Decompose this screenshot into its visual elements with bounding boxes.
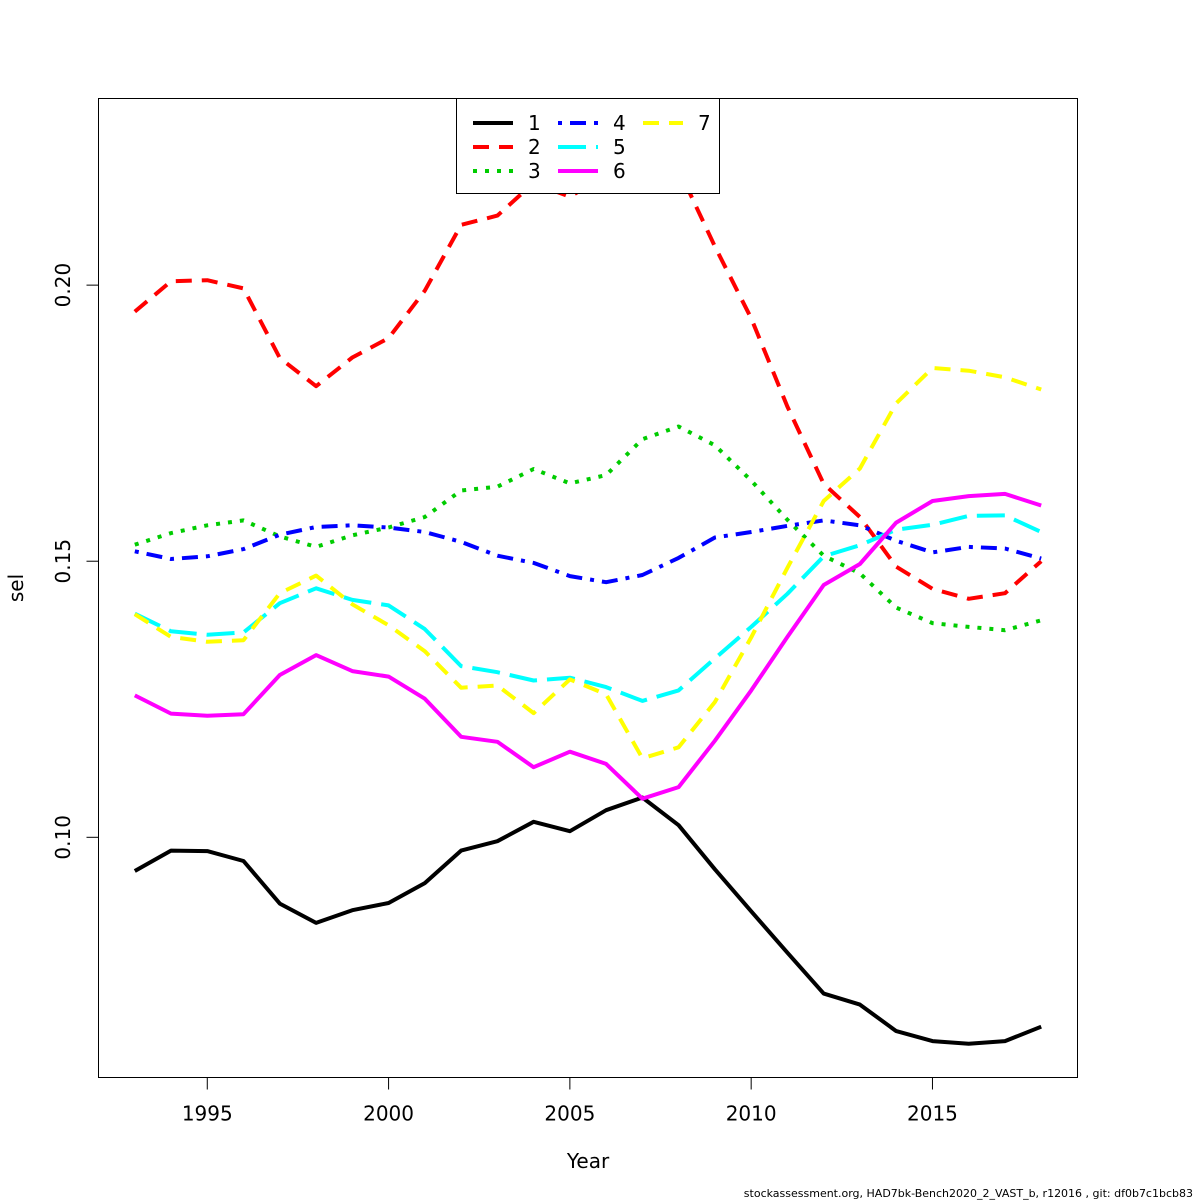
x-axis: 1995 2000 2005 2010 2015 xyxy=(182,1077,958,1126)
legend-label-3: 3 xyxy=(528,159,541,183)
series-line-6 xyxy=(133,491,1042,801)
series-line-1 xyxy=(133,795,1042,1046)
legend-label-6: 6 xyxy=(613,159,626,183)
x-tick-label: 1995 xyxy=(182,1102,233,1126)
legend: 123 456 7 xyxy=(456,98,720,194)
series-layer xyxy=(133,156,1043,1046)
x-tick-label: 2010 xyxy=(726,1102,777,1126)
legend-label-1: 1 xyxy=(528,111,541,135)
y-tick-label: 0.20 xyxy=(51,263,75,308)
series-line-4 xyxy=(134,518,1042,585)
series-line-7 xyxy=(133,366,1042,761)
x-tick-label: 2000 xyxy=(363,1102,414,1126)
legend-label-4: 4 xyxy=(613,111,626,135)
y-axis: 0.10 0.15 0.20 xyxy=(51,263,99,860)
legend-label-5: 5 xyxy=(613,135,626,159)
x-axis-title: Year xyxy=(566,1149,610,1173)
y-axis-title: sel xyxy=(4,574,28,602)
legend-label-2: 2 xyxy=(528,135,541,159)
legend-label-7: 7 xyxy=(698,111,711,135)
series-line-2 xyxy=(133,156,1043,601)
series-line-3 xyxy=(134,424,1042,633)
footer-credit: stockassessment.org, HAD7bk-Bench2020_2_… xyxy=(744,1187,1193,1200)
y-tick-label: 0.15 xyxy=(51,539,75,584)
y-tick-label: 0.10 xyxy=(51,815,75,860)
x-tick-label: 2005 xyxy=(544,1102,595,1126)
legend-box xyxy=(456,98,720,194)
x-tick-label: 2015 xyxy=(907,1102,958,1126)
